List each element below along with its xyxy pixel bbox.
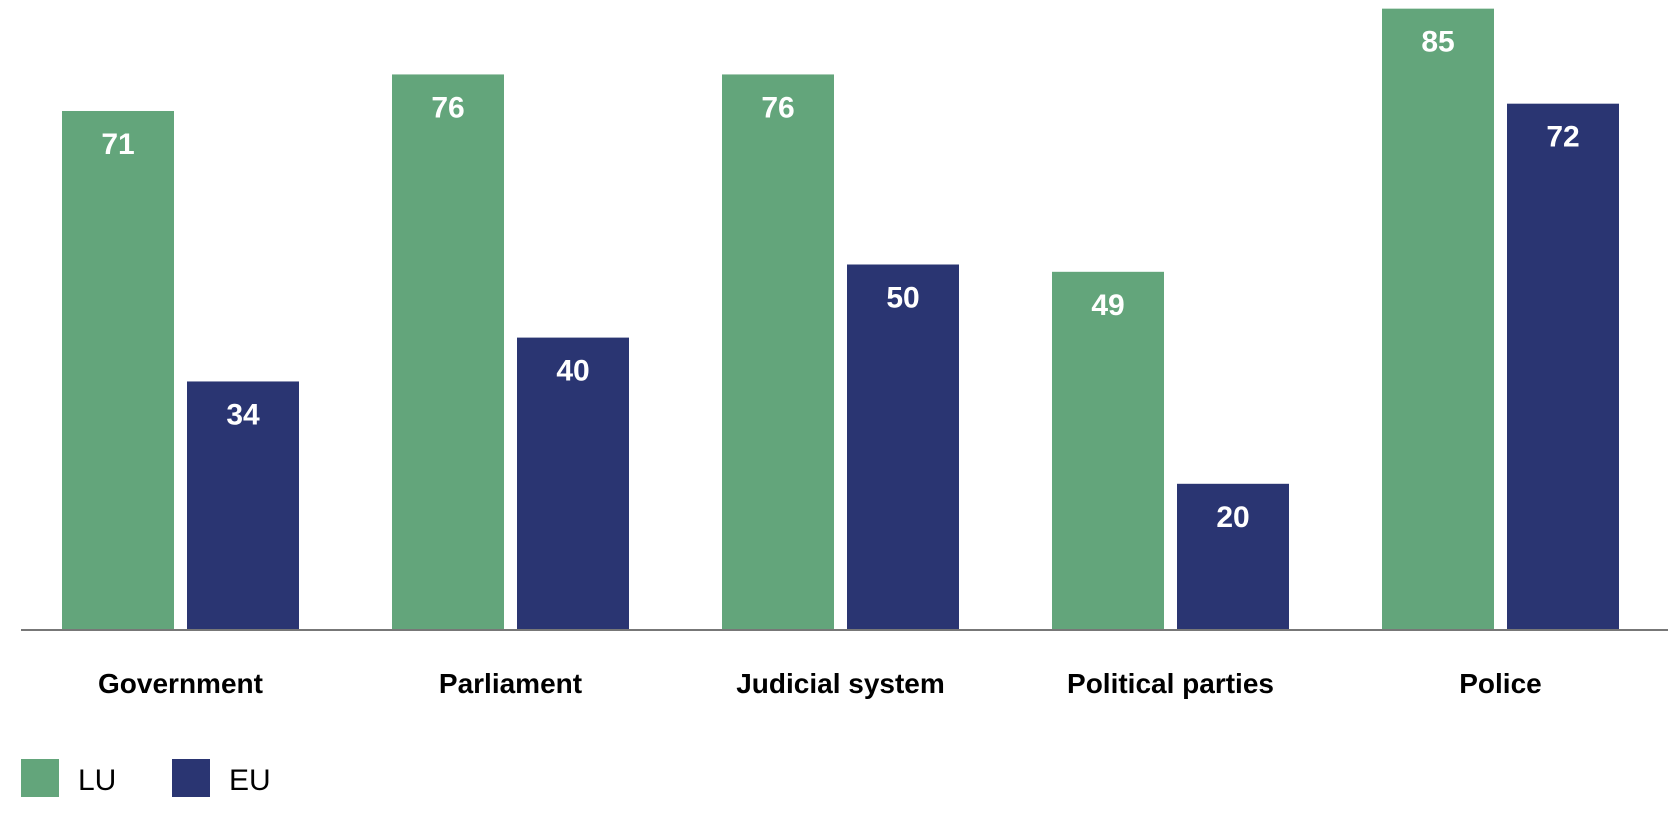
category-label: Parliament	[439, 668, 582, 699]
data-label: 72	[1546, 121, 1579, 154]
bar-eu-0	[187, 381, 299, 630]
bar-lu-2	[722, 74, 834, 630]
bar-eu-1	[517, 337, 629, 630]
bar-lu-3	[1052, 271, 1164, 630]
data-label: 34	[226, 398, 260, 431]
data-label: 40	[556, 355, 589, 388]
data-label: 71	[101, 128, 134, 161]
category-label: Police	[1459, 668, 1541, 699]
data-label: 20	[1216, 501, 1249, 534]
bar-eu-3	[1177, 483, 1289, 630]
data-label: 49	[1091, 289, 1124, 322]
data-label: 50	[886, 282, 919, 315]
legend-label: LU	[78, 764, 116, 797]
data-label: 76	[761, 91, 794, 124]
category-label: Judicial system	[736, 668, 945, 699]
legend-swatch-eu	[172, 759, 210, 797]
bar-eu-2	[847, 264, 959, 630]
bar-lu-4	[1382, 8, 1494, 630]
bar-eu-4	[1507, 103, 1619, 631]
legend-label: EU	[229, 764, 271, 797]
data-label: 85	[1421, 26, 1454, 59]
category-label: Political parties	[1067, 668, 1274, 699]
bar-lu-0	[62, 110, 174, 631]
bar-lu-1	[392, 74, 504, 630]
category-label: Government	[98, 668, 263, 699]
legend-swatch-lu	[21, 759, 59, 797]
data-label: 76	[431, 91, 464, 124]
